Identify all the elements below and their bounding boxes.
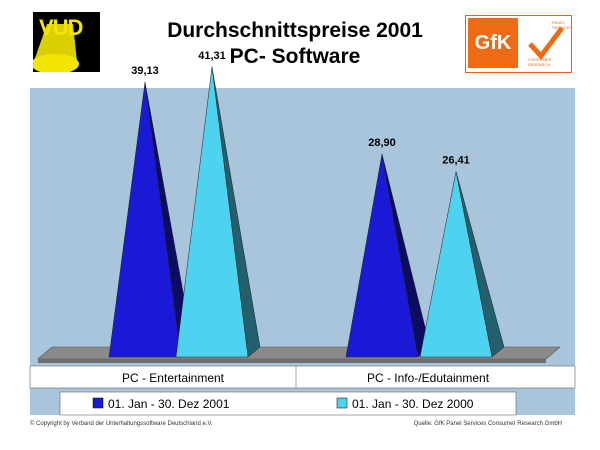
legend — [59, 391, 517, 416]
data-label: 41,31 — [198, 50, 226, 62]
source-note: Quelle: GfK Panel Services Consumer Rese… — [413, 421, 562, 427]
vud-logo-text: VUD — [39, 15, 83, 40]
gfk-logo-text: GfK — [468, 18, 518, 68]
gfk-logo: GfK PANEL SERVICES CONSUMER RESEARCH — [465, 15, 572, 73]
legend-swatch — [336, 397, 348, 409]
gfk-logo-sub1: PANEL SERVICES — [552, 20, 573, 30]
bar-front-face — [175, 66, 249, 358]
spotlight-icon — [33, 24, 79, 72]
checkmark-icon — [528, 26, 564, 60]
bar — [175, 66, 261, 358]
category-label: PC - Info-/Edutainment — [367, 371, 490, 385]
vud-logo: VUD — [33, 12, 100, 72]
bar — [419, 171, 505, 358]
legend-swatch — [92, 397, 104, 409]
chart-floor-edge — [38, 359, 546, 363]
legend-label: 01. Jan - 30. Dez 2001 — [108, 397, 230, 411]
data-label: 26,41 — [442, 155, 470, 167]
bar — [108, 82, 194, 358]
title-line-2: PC- Software — [229, 45, 361, 68]
data-label: 39,13 — [131, 65, 159, 77]
page-title: Durchschnittspreise 2001 PC- Software — [110, 18, 480, 70]
title-line-1: Durchschnittspreise 2001 — [167, 19, 423, 42]
category-label: PC - Entertainment — [122, 371, 225, 385]
legend-label: 01. Jan - 30. Dez 2000 — [352, 397, 474, 411]
gfk-logo-sub2: CONSUMER RESEARCH — [528, 57, 552, 67]
bar-front-face — [419, 171, 493, 358]
bar-front-face — [345, 153, 419, 358]
data-label: 28,90 — [368, 137, 396, 149]
bar-front-face — [108, 82, 182, 358]
category-axis-band — [29, 365, 576, 389]
bar — [345, 153, 431, 358]
copyright-note: © Copyright by Verband der Unterhaltungs… — [30, 421, 213, 427]
